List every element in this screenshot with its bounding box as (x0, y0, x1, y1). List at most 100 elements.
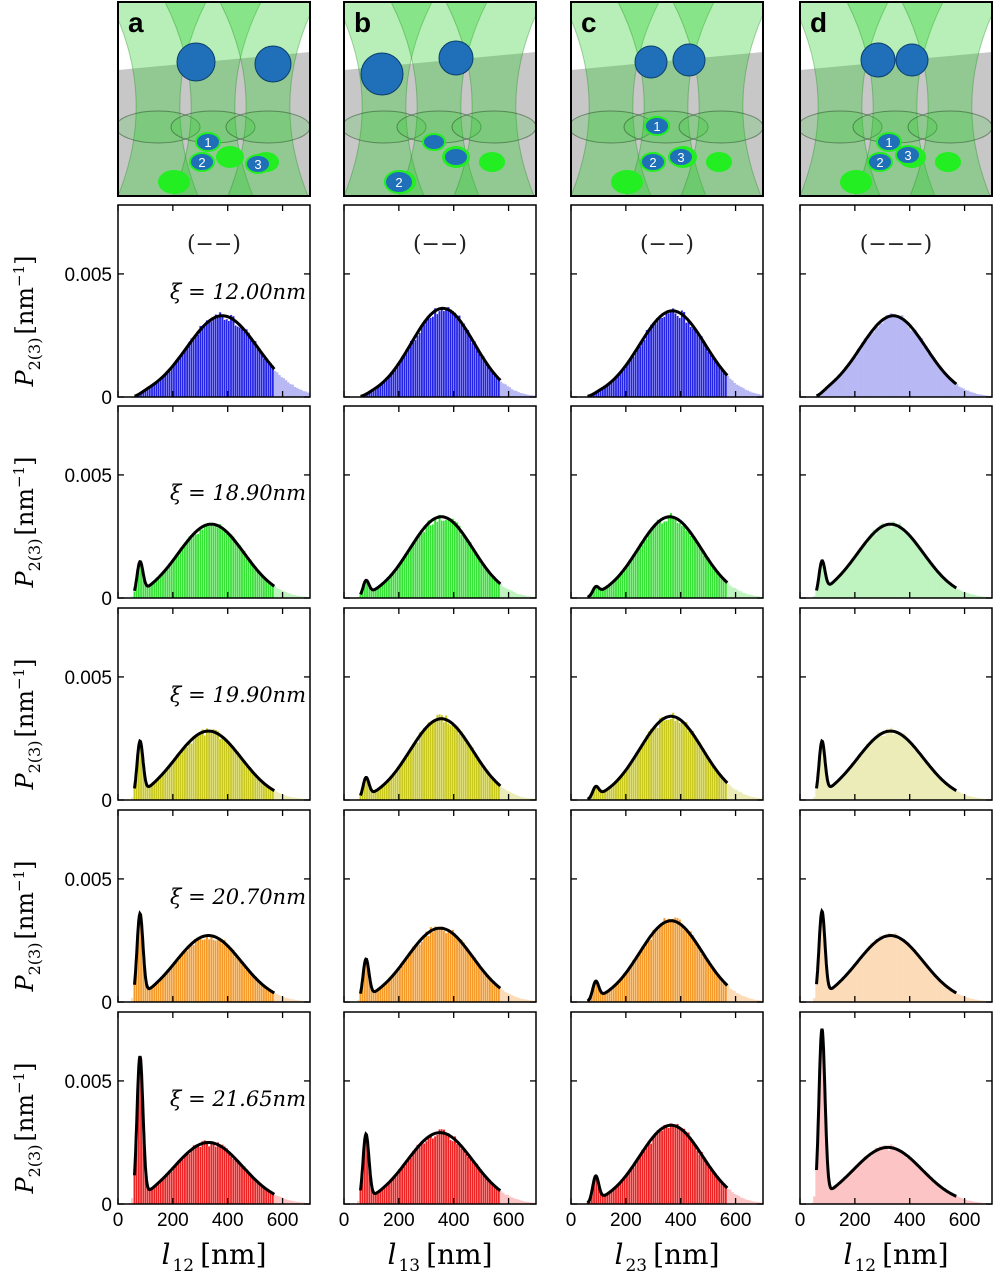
histogram-bar (512, 592, 516, 598)
x-tick-label: 600 (267, 1210, 299, 1231)
histogram-bar (291, 384, 294, 397)
histogram-bar (925, 346, 928, 397)
plot-area (344, 1012, 536, 1204)
y-label-unit-sup: −1 (10, 466, 28, 488)
histogram-bar (876, 1148, 880, 1204)
histogram-bar (914, 750, 917, 800)
histogram-bar (964, 592, 968, 598)
x-tick-label: 0 (795, 1210, 806, 1231)
histogram-bar (846, 367, 849, 397)
histogram-bar (286, 593, 290, 598)
histogram-bar (286, 382, 290, 397)
histogram-bar (275, 792, 279, 800)
histogram-bar (898, 1150, 902, 1204)
histogram-bar (293, 386, 297, 397)
histogram-bar (813, 1196, 816, 1204)
schematic-panel-a: 1 2 3 a (117, 1, 311, 197)
y-label-unit-close: ] (11, 1062, 39, 1071)
histogram-bar (295, 1000, 299, 1002)
histogram-bar (506, 1194, 509, 1204)
y-label-unit: [nm (11, 488, 39, 536)
histogram-bar (726, 984, 730, 1002)
fit-curve (359, 926, 502, 994)
histogram-bar (530, 395, 534, 397)
xi-label: ξ = 21.65nm (170, 1087, 306, 1111)
histogram-bar (517, 594, 520, 598)
histogram-bar (900, 733, 904, 800)
histogram-bar (835, 1185, 838, 1204)
y-label-unit-sup: −1 (10, 870, 28, 892)
y-label-sub: 2(3) (25, 1145, 44, 1178)
histogram-bar (852, 356, 856, 397)
histogram-bar (925, 1175, 928, 1204)
histogram-bar (951, 585, 954, 598)
x-label-var: l (161, 1238, 170, 1271)
beam-ellipse (225, 110, 310, 144)
histogram-bar (964, 1199, 968, 1204)
histogram-bar (284, 997, 288, 1002)
histogram-bar (297, 798, 301, 800)
histogram-bar (927, 968, 930, 1002)
histogram-bar (131, 797, 134, 800)
histogram-bar (975, 999, 979, 1002)
histogram-bar (757, 1202, 761, 1204)
histogram-bar (922, 964, 926, 1002)
histogram-bar (821, 1036, 825, 1204)
histogram-bar (728, 585, 732, 598)
histogram-bar (295, 798, 299, 800)
histogram-bar (850, 1171, 853, 1204)
histogram-bar (938, 777, 941, 800)
panel-letter: d (810, 7, 827, 38)
histogram-bar (506, 993, 509, 1002)
histogram-bar (497, 784, 501, 800)
histogram-bar (966, 1200, 970, 1204)
histogram-bar (872, 738, 875, 800)
histogram-bar (933, 973, 937, 1002)
histogram-bar (826, 386, 829, 397)
plot-frame (570, 204, 764, 398)
schematic-inner: 2 (344, 2, 536, 196)
histogram-bar (977, 1202, 981, 1204)
histogram-bar (942, 983, 946, 1002)
histogram-bar (933, 1181, 937, 1204)
histogram-bar (874, 1147, 878, 1204)
histogram-bar (944, 580, 948, 598)
y-tick-label: 0 (101, 1195, 112, 1216)
histogram-bar (517, 796, 520, 800)
histogram-bar (839, 777, 842, 800)
histogram-bar (757, 596, 761, 598)
histogram-bar (911, 538, 915, 598)
histogram-bar (819, 915, 823, 1002)
histogram-bar (898, 522, 902, 598)
histogram-bar (517, 392, 520, 397)
histogram-bar (922, 757, 926, 800)
histogram-bar (903, 533, 906, 598)
particle-label: 3 (677, 150, 684, 165)
histogram-bar (742, 996, 745, 1002)
histogram-bar (898, 732, 902, 800)
histogram-bar (920, 551, 924, 598)
histogram-bar (286, 796, 290, 800)
histogram-bar (911, 746, 915, 800)
histogram-bar (755, 1201, 758, 1204)
xi-label: ξ = 18.90nm (170, 481, 306, 505)
numbered-particle (668, 147, 694, 167)
plot-r0-c3: (−−−) (799, 204, 993, 398)
histogram-bar (530, 1000, 534, 1002)
histogram-bar (839, 373, 842, 397)
histogram-bar (742, 1198, 745, 1204)
x-label-sub: 13 (398, 1256, 420, 1276)
histogram-bar (922, 347, 926, 397)
plot-r2-c2 (570, 607, 764, 801)
histogram-bar (957, 1197, 961, 1204)
histogram-bar (750, 392, 754, 397)
histogram-bar (848, 562, 851, 598)
histogram-bar (931, 358, 935, 397)
histogram-bar (927, 1174, 930, 1204)
floor-spot (216, 146, 244, 168)
histogram-bar (960, 793, 963, 800)
histogram-bar (947, 1192, 950, 1204)
histogram-bar (735, 1194, 739, 1204)
histogram-bar (868, 1157, 871, 1204)
histogram-bar (297, 389, 301, 397)
